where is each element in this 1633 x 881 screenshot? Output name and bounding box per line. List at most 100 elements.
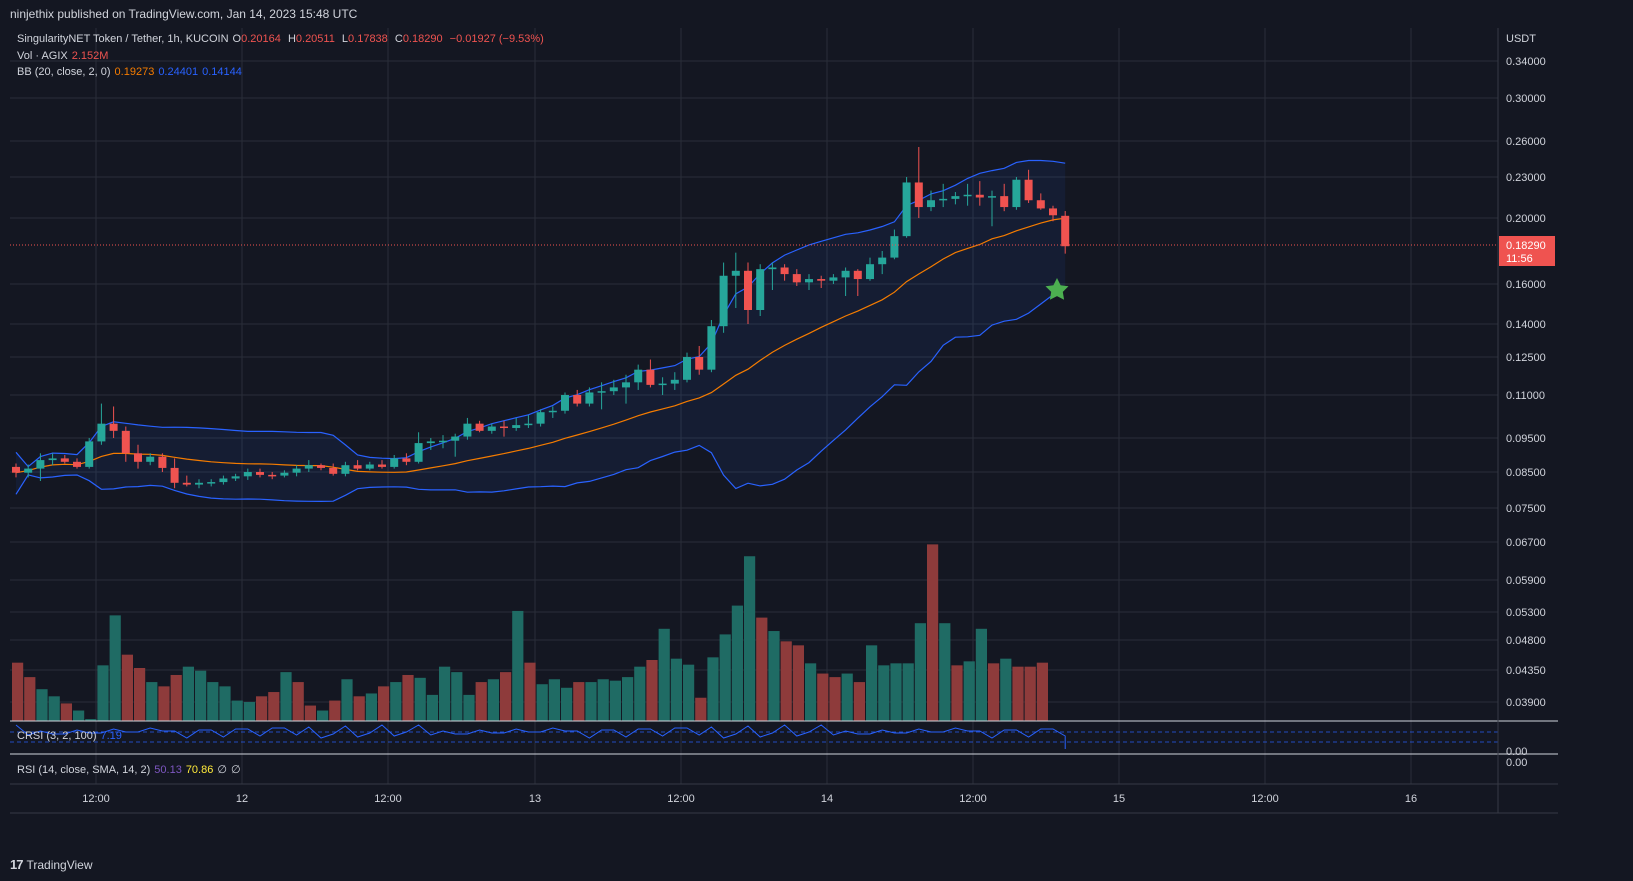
candle-body bbox=[866, 264, 874, 280]
brand-name: TradingView bbox=[26, 857, 93, 872]
volume-bar bbox=[463, 694, 475, 721]
symbol-name[interactable]: SingularityNET Token / Tether, 1h, KUCOI… bbox=[17, 33, 229, 45]
ohlc-open: 0.20164 bbox=[241, 33, 281, 45]
volume-bar bbox=[121, 654, 133, 721]
volume-bar bbox=[975, 628, 987, 721]
candle-body bbox=[512, 425, 521, 428]
candle-body bbox=[134, 453, 142, 462]
candle-body bbox=[304, 465, 313, 469]
volume-bar bbox=[487, 679, 499, 721]
time-tick-label: 13 bbox=[529, 793, 541, 805]
volume-bar bbox=[646, 660, 658, 721]
countdown-label: 11:56 bbox=[1506, 253, 1533, 265]
time-axis[interactable]: 12:00 12 12:00 13 12:00 14 12:00 15 12:00 16 bbox=[82, 793, 1417, 805]
candle-body bbox=[97, 423, 106, 442]
candle-body bbox=[341, 465, 350, 474]
legend-rsi-row[interactable]: RSI (14, close, SMA, 14, 2) 50.13 70.86 ∅ ∅ bbox=[17, 763, 245, 776]
volume-bar bbox=[792, 645, 804, 721]
candle-body bbox=[573, 395, 582, 404]
candle-body bbox=[487, 426, 496, 431]
candle-body bbox=[939, 198, 948, 201]
volume-bar bbox=[146, 682, 158, 721]
candle-body bbox=[670, 379, 679, 384]
time-tick-label: 12:00 bbox=[374, 793, 402, 805]
candle-body bbox=[451, 436, 460, 441]
candle-body bbox=[622, 382, 630, 388]
candle-body bbox=[646, 369, 655, 385]
rsi-sma-value: 70.86 bbox=[185, 764, 214, 776]
candle-body bbox=[780, 267, 789, 275]
price-tick-label: 0.20000 bbox=[1506, 213, 1546, 225]
volume-bar bbox=[853, 682, 865, 721]
candle-body bbox=[1049, 208, 1057, 216]
candle-body bbox=[60, 458, 69, 462]
volume-bar bbox=[890, 663, 902, 721]
candle-body bbox=[1000, 196, 1009, 208]
crsi-line bbox=[15, 724, 1066, 749]
candle-body bbox=[878, 257, 887, 265]
candle-body bbox=[219, 478, 228, 483]
volume-bar bbox=[963, 661, 975, 721]
bb-label[interactable]: BB (20, close, 2, 0) bbox=[17, 66, 111, 78]
candle-body bbox=[609, 387, 618, 392]
publisher-line: ninjethix published on TradingView.com, … bbox=[10, 7, 358, 21]
volume-bar bbox=[243, 702, 255, 721]
legend-symbol-row[interactable]: SingularityNET Token / Tether, 1h, KUCOI… bbox=[17, 33, 548, 45]
volume-bar bbox=[48, 696, 60, 721]
tradingview-logo-icon: 17 bbox=[10, 857, 24, 872]
volume-bar bbox=[585, 682, 597, 721]
candle-body bbox=[402, 458, 411, 462]
volume-bar bbox=[988, 663, 1000, 721]
time-tick-label: 14 bbox=[821, 793, 833, 805]
volume-bar bbox=[268, 692, 280, 721]
crsi-label[interactable]: CRSI (3, 2, 100) bbox=[17, 730, 97, 742]
volume-bar bbox=[524, 662, 536, 721]
candle-body bbox=[817, 279, 826, 281]
candle-body bbox=[207, 482, 216, 484]
ohlc-open-label: O bbox=[232, 33, 242, 45]
candle-body bbox=[414, 443, 423, 462]
candle-body bbox=[1012, 179, 1021, 208]
volume-bar bbox=[597, 679, 609, 721]
candle-body bbox=[475, 423, 484, 431]
volume-bar bbox=[85, 719, 97, 721]
time-tick-label: 12 bbox=[236, 793, 248, 805]
price-axis[interactable]: 0.34000 0.30000 0.26000 0.23000 0.20000 0.160… bbox=[1506, 56, 1546, 709]
candle-body bbox=[24, 468, 33, 473]
candle-body bbox=[634, 369, 643, 383]
volume-bar bbox=[914, 623, 926, 721]
ohlc-low-label: L bbox=[341, 33, 349, 45]
ohlc-close-label: C bbox=[394, 33, 403, 45]
candle-body bbox=[805, 279, 813, 283]
volume-bar bbox=[304, 705, 316, 721]
volume-bar bbox=[719, 634, 731, 721]
price-tick-label: 0.08500 bbox=[1506, 467, 1546, 479]
rsi-label[interactable]: RSI (14, close, SMA, 14, 2) bbox=[17, 764, 151, 776]
candle-body bbox=[268, 474, 277, 477]
legend-bb-row[interactable]: BB (20, close, 2, 0) 0.19273 0.24401 0.1414… bbox=[17, 66, 246, 78]
candle-body bbox=[792, 274, 801, 283]
volume-bar bbox=[60, 703, 72, 721]
volume-bar bbox=[158, 686, 170, 721]
volume-bar bbox=[768, 631, 780, 721]
candle-body bbox=[902, 182, 911, 237]
volume-label[interactable]: Vol · AGIX bbox=[17, 50, 68, 62]
rsi-extra-1: ∅ bbox=[217, 764, 227, 776]
price-chart[interactable]: USDT 0.34000 0.30000 0.26000 0.23000 0.20000… bbox=[10, 28, 1558, 846]
volume-bar bbox=[317, 710, 329, 721]
volume-bar bbox=[12, 662, 24, 721]
candle-body bbox=[597, 391, 606, 393]
candle-body bbox=[109, 423, 118, 431]
price-tick-label: 0.34000 bbox=[1506, 56, 1546, 68]
candle-body bbox=[317, 465, 325, 468]
tradingview-brand[interactable]: 17 TradingView bbox=[10, 857, 93, 872]
volume-bar bbox=[707, 657, 719, 721]
candle-body bbox=[951, 196, 960, 199]
time-tick-label: 16 bbox=[1405, 793, 1417, 805]
legend-volume-row[interactable]: Vol · AGIX 2.152M bbox=[17, 50, 112, 62]
legend-crsi-row[interactable]: CRSI (3, 2, 100) 7.19 bbox=[17, 730, 126, 742]
volume-bar bbox=[414, 677, 426, 721]
candle-body bbox=[378, 464, 386, 467]
candle-body bbox=[1036, 200, 1045, 209]
candle-body bbox=[146, 456, 155, 462]
